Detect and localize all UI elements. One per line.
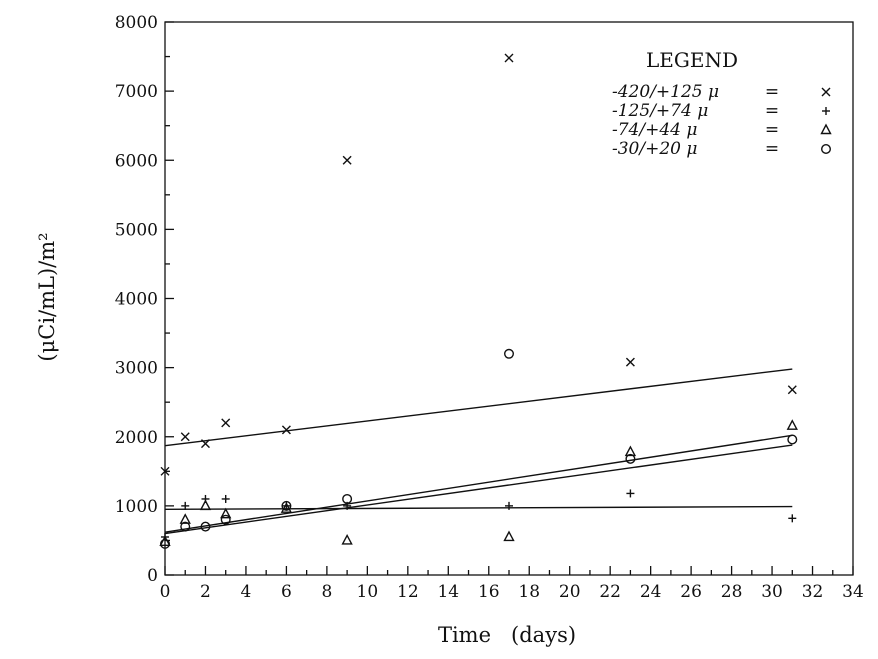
legend-marker: [820, 123, 832, 135]
data-point: [159, 538, 170, 549]
plot-border: [164, 21, 854, 576]
data-point: [159, 535, 171, 547]
legend-equals: =: [765, 139, 779, 159]
fit-lines: [164, 368, 793, 535]
data-points: [159, 53, 798, 549]
legend-marker: [821, 143, 832, 154]
legend: LEGEND -420/+125 μ = -125/+74 μ = -74/+44 μ =…: [612, 48, 832, 159]
x-tick-label: 20: [559, 582, 581, 602]
x-tick-label: 14: [437, 582, 459, 602]
x-tick-label: 32: [802, 582, 824, 602]
fit-line: [164, 368, 793, 447]
legend-title: LEGEND: [646, 48, 738, 72]
y-tick-label: 2000: [115, 428, 158, 448]
x-tick-label: 10: [357, 582, 379, 602]
data-point: [505, 501, 513, 510]
y-tick-label: 0: [147, 566, 158, 586]
legend-label: -125/+74 μ: [612, 101, 708, 121]
data-point: [179, 513, 191, 524]
x-tick-label: 16: [478, 582, 500, 602]
plot-frame: [164, 21, 854, 576]
x-tick-label: 24: [640, 582, 662, 602]
legend-label: -30/+20 μ: [612, 139, 697, 159]
y-axis: 0 1000 2000 3000 4000 5000 6000 7000 8000: [115, 13, 174, 586]
data-point: [180, 521, 191, 532]
data-point: [786, 419, 798, 430]
data-point: [220, 514, 231, 525]
data-point: [342, 155, 352, 165]
y-tick-label: 3000: [115, 359, 158, 379]
data-point: [221, 494, 230, 503]
data-point: [787, 434, 798, 445]
legend-item: -30/+20 μ =: [612, 139, 832, 159]
data-point: [341, 533, 353, 545]
data-point: [503, 530, 515, 542]
data-point: [200, 439, 210, 449]
data-point: [624, 445, 637, 457]
y-axis-title: (μCi/mL)/m²: [35, 232, 59, 361]
y-tick-label: 5000: [115, 220, 158, 240]
x-axis: 0 2 4 6 8 10 12 14 16 18 20 22 24 26 28 30 32 34: [160, 566, 864, 602]
y-tick-label: 6000: [115, 151, 158, 171]
data-point: [625, 357, 635, 367]
x-axis-title: Time (days): [438, 623, 576, 647]
y-tick-label: 1000: [115, 497, 158, 517]
data-point: [342, 493, 353, 504]
x-tick-label: 2: [200, 582, 211, 602]
data-point: [200, 521, 211, 532]
data-point: [199, 499, 212, 511]
data-point: [221, 418, 231, 428]
x-tick-label: 6: [281, 582, 292, 602]
data-point: [504, 348, 515, 359]
data-point: [281, 425, 291, 435]
data-point: [220, 507, 232, 519]
legend-item: -125/+74 μ =: [612, 101, 830, 121]
legend-equals: =: [765, 82, 779, 102]
x-tick-label: 8: [321, 582, 332, 602]
data-point: [788, 514, 797, 523]
data-point: [625, 453, 636, 464]
y-tick-label: 4000: [115, 290, 158, 310]
legend-equals: =: [765, 101, 779, 121]
data-point: [504, 53, 514, 63]
legend-equals: =: [765, 120, 779, 140]
x-tick-label: 28: [721, 582, 743, 602]
data-point: [160, 466, 170, 476]
x-tick-label: 0: [160, 582, 171, 602]
x-tick-label: 12: [397, 582, 419, 602]
fit-line: [164, 434, 793, 533]
data-point: [787, 385, 797, 395]
data-point: [281, 500, 292, 511]
fit-line: [164, 505, 793, 511]
x-tick-label: 30: [761, 582, 783, 602]
legend-marker: [822, 107, 830, 115]
data-point: [180, 432, 190, 442]
x-tick-label: 22: [599, 582, 621, 602]
x-tick-label: 4: [241, 582, 252, 602]
data-point: [280, 502, 293, 513]
y-tick-label: 8000: [115, 13, 158, 33]
fit-line: [164, 444, 793, 535]
data-point: [626, 489, 635, 498]
legend-marker: [821, 87, 831, 97]
x-tick-label: 34: [842, 582, 864, 602]
x-tick-label: 26: [680, 582, 702, 602]
legend-label: -420/+125 μ: [612, 82, 719, 102]
legend-label: -74/+44 μ: [612, 120, 697, 140]
legend-item: -420/+125 μ =: [612, 82, 831, 102]
data-point: [181, 501, 190, 510]
legend-item: -74/+44 μ =: [612, 120, 832, 140]
y-tick-label: 7000: [115, 82, 158, 102]
x-tick-label: 18: [518, 582, 540, 602]
